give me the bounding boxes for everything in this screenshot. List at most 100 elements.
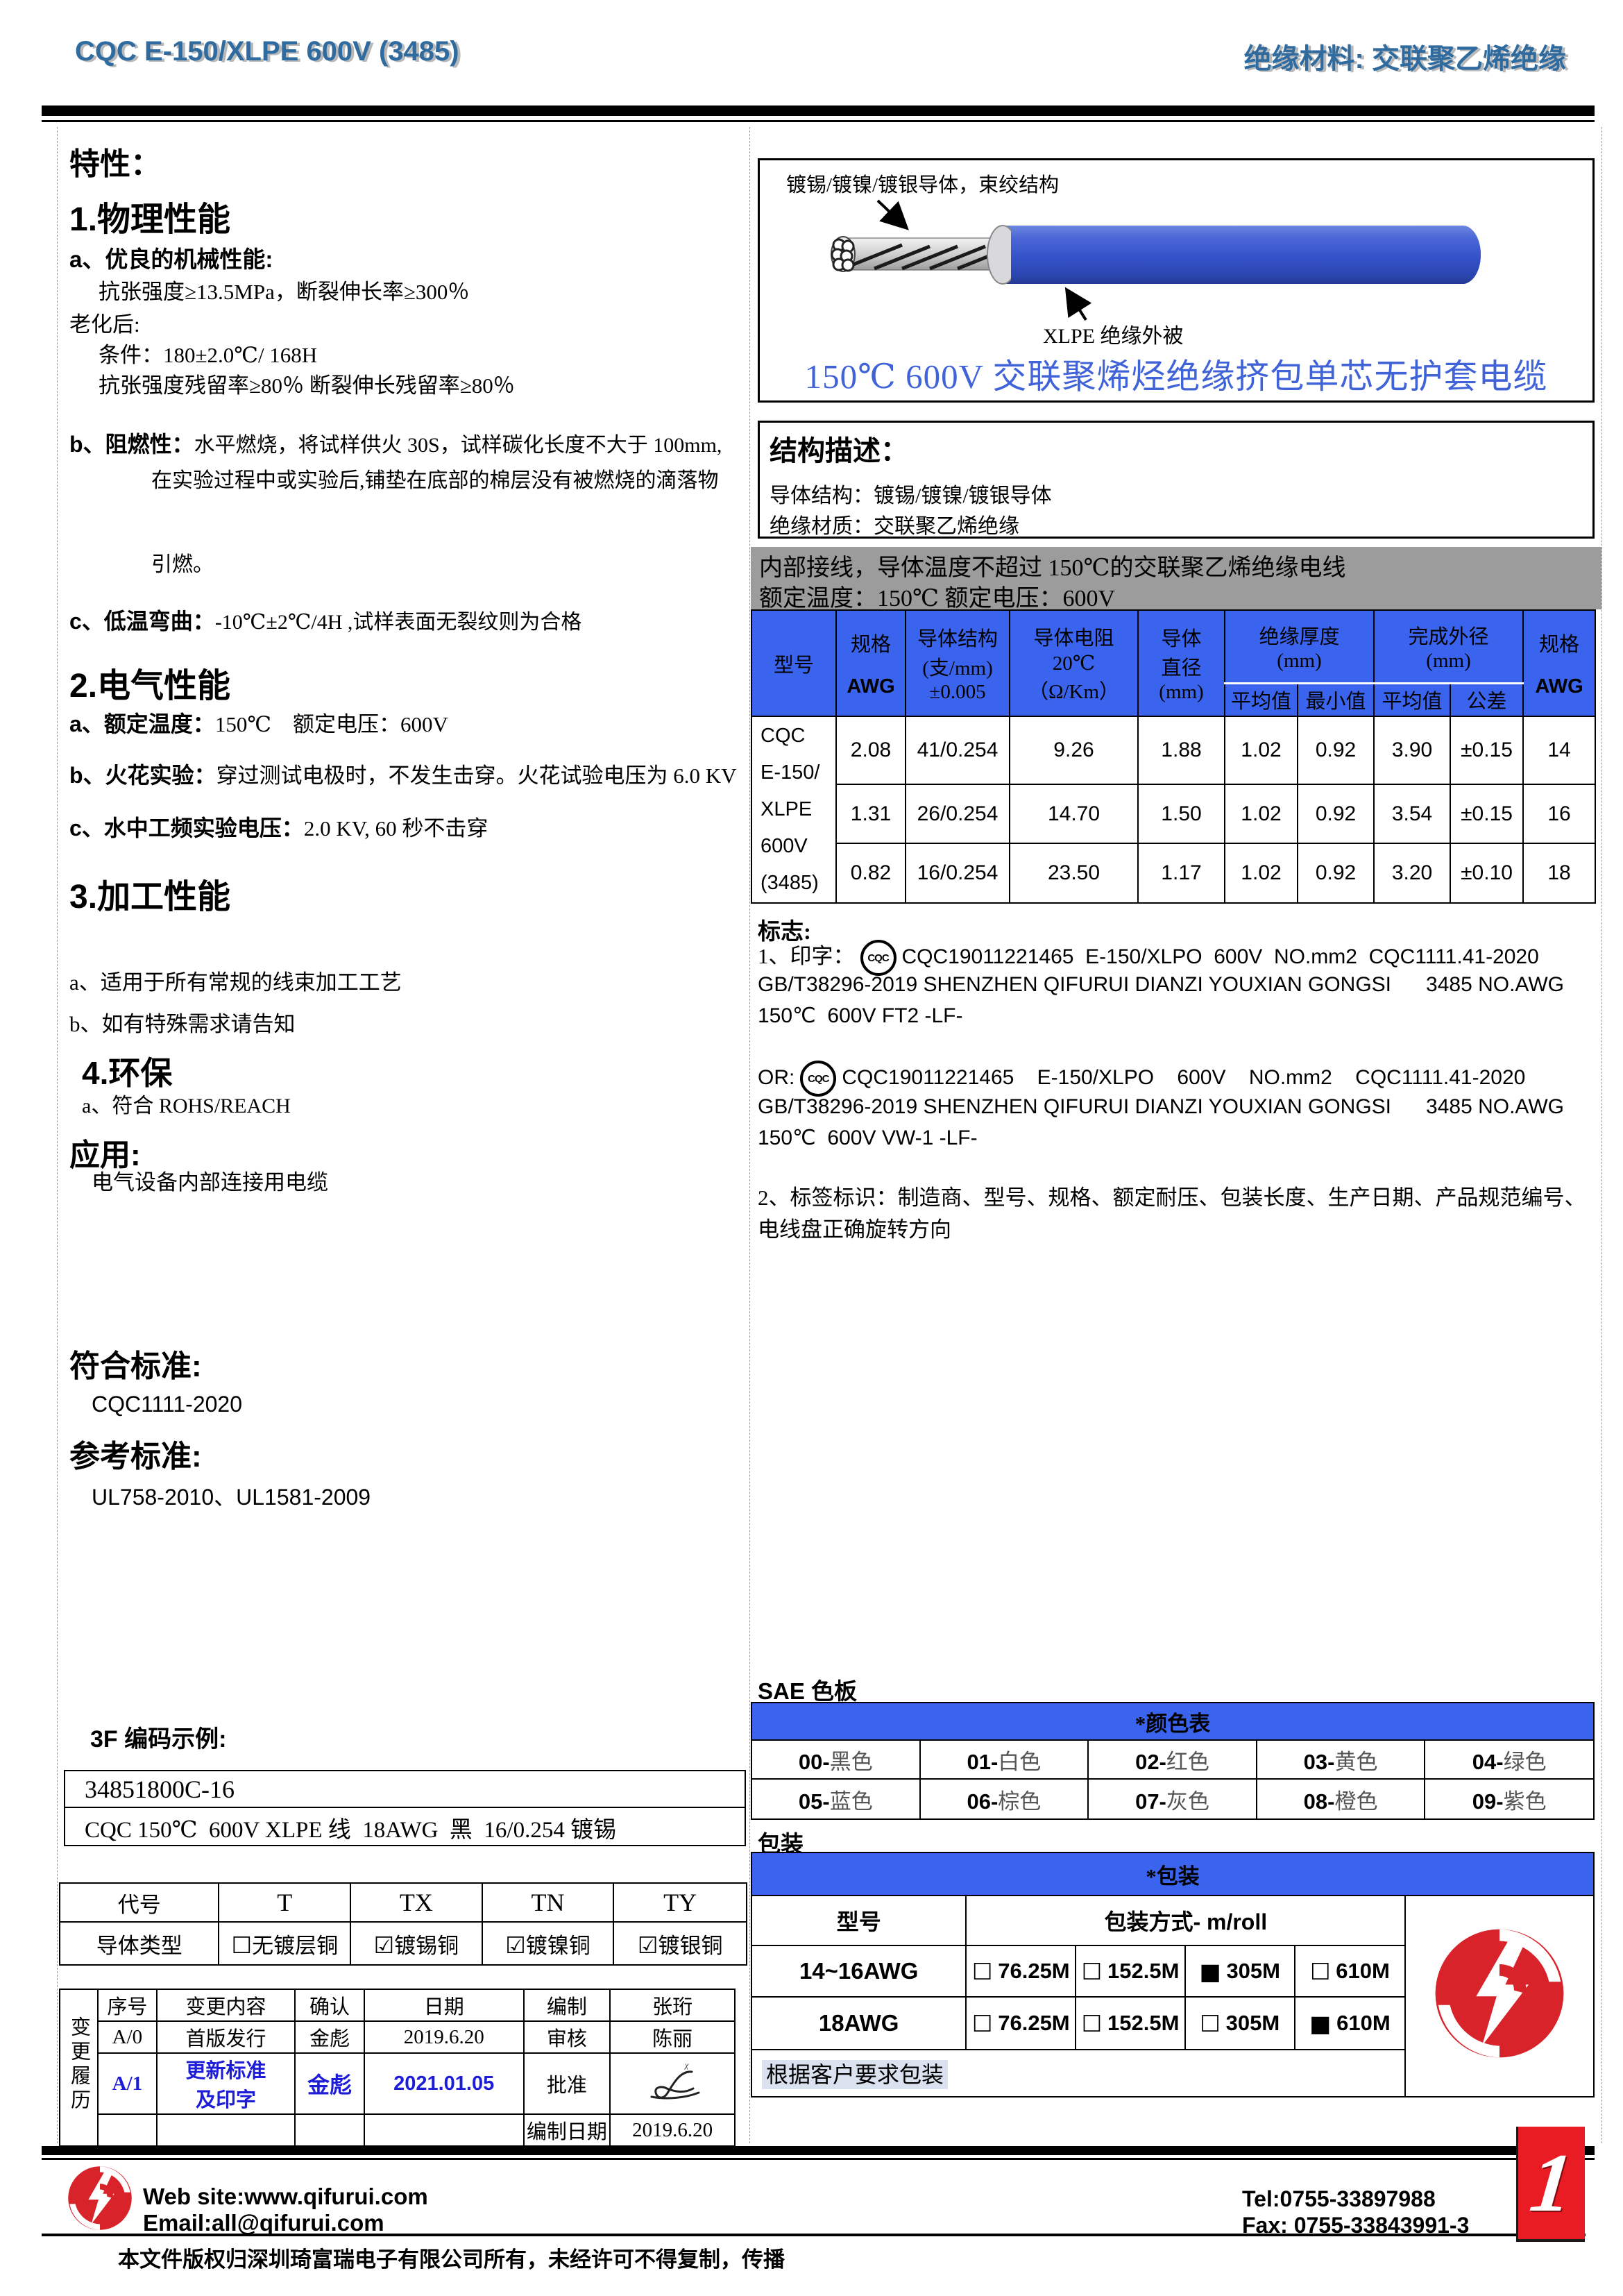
footer-rule-bottom bbox=[42, 2234, 1586, 2236]
table-row: 0.82 16/0.254 23.50 1.17 1.02 0.92 3.20 … bbox=[751, 843, 1597, 904]
packaging-table: *包装 型号 包装方式- m/roll 14~16AWG ☐ 76.25M ☐ … bbox=[750, 1852, 1595, 2097]
page-number-box: 1 bbox=[1516, 2127, 1585, 2242]
col-header-spec-awg-2: 规格 AWG bbox=[1522, 609, 1597, 717]
section-electrical-title: 2.电气性能 bbox=[69, 668, 231, 704]
checkbox-bare-copper[interactable]: ☐ bbox=[231, 1931, 253, 1959]
checkbox-18-610m[interactable]: ■ bbox=[1309, 2009, 1332, 2037]
col-header-resistance: 导体电阻 20℃ （Ω/Km） bbox=[1009, 609, 1139, 717]
checkbox-18-76m[interactable]: ☐ bbox=[971, 2009, 993, 2037]
pack-option: ☐ 152.5M bbox=[1075, 1945, 1186, 1998]
table-row: *颜色表 bbox=[751, 1702, 1595, 1741]
checkbox-14-76m[interactable]: ☐ bbox=[971, 1957, 993, 1985]
cable-illustration bbox=[831, 199, 1481, 321]
electrical-c-line: c、水中工频实验电压：2.0 KV, 60 秒不击穿 bbox=[69, 816, 488, 841]
checkbox-nickel-copper[interactable]: ☑ bbox=[505, 1931, 526, 1959]
aging-condition: 条件：180±2.0℃/ 168H bbox=[99, 343, 318, 367]
signature-icon: χ bbox=[650, 2060, 700, 2100]
table-row: *包装 bbox=[751, 1852, 1595, 1896]
cell: 41/0.254 bbox=[905, 716, 1010, 785]
col-header-diameter: 导体 直径 (mm) bbox=[1137, 609, 1225, 717]
table-row: 05-蓝色 06-棕色 07-灰色 08-橙色 09-紫色 bbox=[751, 1778, 1595, 1820]
cell: 1.02 bbox=[1224, 843, 1298, 904]
table-row: CQC E-150/ XLPE 600V (3485) 2.08 41/0.25… bbox=[751, 716, 1597, 904]
empty-cell bbox=[294, 2113, 365, 2147]
cell: 26/0.254 bbox=[905, 783, 1010, 845]
col-header-tn: TN bbox=[481, 1882, 615, 1923]
footer-logo-icon bbox=[68, 2166, 132, 2230]
section-process-title: 3.加工性能 bbox=[69, 879, 231, 915]
cable-diagram-title: 150℃ 600V 交联聚烯烃绝缘挤包单芯无护套电缆 bbox=[804, 357, 1548, 396]
table-row: A/1 更新标准 及印字 金彪 2021.01.05 批准 χ bbox=[60, 2052, 736, 2115]
code-example-title: 3F 编码示例: bbox=[90, 1726, 227, 1753]
footer-website: Web site:www.qifurui.com bbox=[143, 2184, 428, 2209]
marking-title: 标志: bbox=[758, 920, 811, 945]
empty-cell bbox=[155, 2113, 296, 2147]
structure-line-conductor: 导体结构：镀锡/镀镍/镀银导体 bbox=[770, 484, 1052, 507]
cqc-logo-icon: CQC bbox=[860, 940, 897, 977]
cell: 18 bbox=[1522, 843, 1597, 904]
checkbox-14-305m[interactable]: ■ bbox=[1199, 1957, 1221, 1985]
physical-a-line: 抗张强度≥13.5MPa，断裂伸长率≥300％ bbox=[99, 280, 470, 304]
col-header-method: 包装方式- m/roll bbox=[965, 1895, 1407, 1946]
usage-banner-line1: 内部接线，导体温度不超过 150℃的交联聚乙烯绝缘电线 bbox=[759, 555, 1346, 581]
value-reviewer: 陈丽 bbox=[609, 2020, 736, 2054]
page-subtitle-material: 绝缘材料: 交联聚乙烯绝缘 bbox=[1243, 44, 1566, 74]
table-row: 导体类型 ☐无镀层铜 ☑镀锡铜 ☑镀镍铜 ☑镀银铜 bbox=[58, 1921, 747, 1966]
col-header-model: 型号 bbox=[750, 1895, 967, 1946]
table-row: 18AWG ☐ 76.25M ☐ 152.5M ☐ 305M ■ 610M bbox=[750, 1996, 1594, 2050]
model-cell: CQC E-150/ XLPE 600V (3485) bbox=[751, 716, 837, 904]
pack-option: ■ 610M bbox=[1293, 1996, 1407, 2050]
label-make-date: 编制日期 bbox=[522, 2113, 611, 2147]
row-model-14-16awg: 14~16AWG bbox=[750, 1945, 967, 1998]
pack-option: ☐ 305M bbox=[1184, 1996, 1295, 2050]
cell: 0.92 bbox=[1296, 783, 1375, 845]
marking-p3-line1: 2、标签标识：制造商、型号、规格、额定耐压、包装长度、生产日期、产品规范编号、 bbox=[758, 1185, 1586, 1210]
table-row: 平均值 最小值 平均值 公差 bbox=[751, 682, 1595, 717]
table-row: 变更履历 序号 变更内容 确认 日期 编制 张珩 bbox=[59, 1989, 736, 2147]
checkbox-14-152m[interactable]: ☐ bbox=[1081, 1957, 1103, 1985]
code-example-code: 34851800C-16 bbox=[65, 1771, 745, 1808]
marking-p3-line2: 电线盘正确旋转方向 bbox=[758, 1217, 951, 1242]
structure-title: 结构描述： bbox=[770, 436, 908, 466]
checkbox-18-152m[interactable]: ☐ bbox=[1081, 2009, 1103, 2037]
footer-rule-thick bbox=[42, 2146, 1595, 2155]
label-approve: 批准 bbox=[522, 2052, 611, 2115]
cold-bend-label: c、低温弯曲： bbox=[69, 609, 215, 634]
cell: ±0.10 bbox=[1450, 843, 1524, 904]
pack-option: ☐ 76.25M bbox=[965, 1945, 1077, 1998]
color-cell: 00-黑色 bbox=[751, 1739, 921, 1780]
marking-p2-line1: OR: CQC CQC19011221465 E-150/XLPO 600V NO.… bbox=[758, 1061, 1525, 1097]
color-cell: 06-棕色 bbox=[919, 1778, 1089, 1820]
checkbox-18-305m[interactable]: ☐ bbox=[1200, 2009, 1221, 2037]
checkbox-14-610m[interactable]: ☐ bbox=[1309, 1957, 1331, 1985]
electrical-c-label: c、水中工频实验电压： bbox=[69, 816, 304, 841]
section-application-title: 应用: bbox=[69, 1138, 141, 1172]
marking-p2-line3: 150℃ 600V VW-1 -LF- bbox=[758, 1126, 978, 1149]
page-title: CQC E-150/XLPE 600V (3485) bbox=[75, 36, 459, 67]
revision-history-table: 变更履历 序号 变更内容 确认 日期 编制 张珩 A/0 首版发行 金彪 201… bbox=[59, 1989, 736, 2147]
revision-side-label: 变更履历 bbox=[59, 1989, 99, 2147]
marking-p1-line2: GB/T38296-2019 SHENZHEN QIFURUI DIANZI Y… bbox=[758, 973, 1564, 996]
pack-option: ☐ 610M bbox=[1293, 1945, 1407, 1998]
cell: 1.31 bbox=[835, 783, 906, 845]
col-header-daihao: 代号 bbox=[58, 1882, 220, 1923]
table-row: 00-黑色 01-白色 02-红色 03-黄色 04-绿色 bbox=[751, 1739, 1595, 1780]
approval-signature: χ bbox=[609, 2052, 736, 2115]
col-header-t: T bbox=[218, 1882, 352, 1923]
electrical-a-line: a、额定温度：150℃ 额定电压：600V bbox=[69, 711, 448, 736]
marking-p2-line2: GB/T38296-2019 SHENZHEN QIFURUI DIANZI Y… bbox=[758, 1095, 1564, 1118]
checkbox-tinned-copper[interactable]: ☑ bbox=[373, 1931, 395, 1959]
checkbox-silver-copper[interactable]: ☑ bbox=[637, 1931, 658, 1959]
process-a-line: a、适用于所有常规的线束加工工艺 bbox=[69, 970, 402, 995]
rev1-date: 2021.01.05 bbox=[363, 2052, 525, 2115]
subheader-ins-avg: 平均值 bbox=[1224, 682, 1298, 717]
rev1-confirm: 金彪 bbox=[294, 2052, 365, 2115]
cell: ±0.15 bbox=[1450, 716, 1524, 785]
conductor-arrow-icon bbox=[876, 199, 909, 230]
rev0-confirm: 金彪 bbox=[294, 2020, 365, 2054]
process-b-line: b、如有特殊需求请告知 bbox=[69, 1012, 296, 1036]
value-make-date: 2019.6.20 bbox=[609, 2113, 736, 2147]
guide-right bbox=[1601, 127, 1602, 2143]
col-header-ty: TY bbox=[613, 1882, 747, 1923]
spec-table: 型号 规格 AWG 导体结构 (支/mm) ±0.005 导体电阻 20℃ （Ω/… bbox=[751, 609, 1597, 904]
